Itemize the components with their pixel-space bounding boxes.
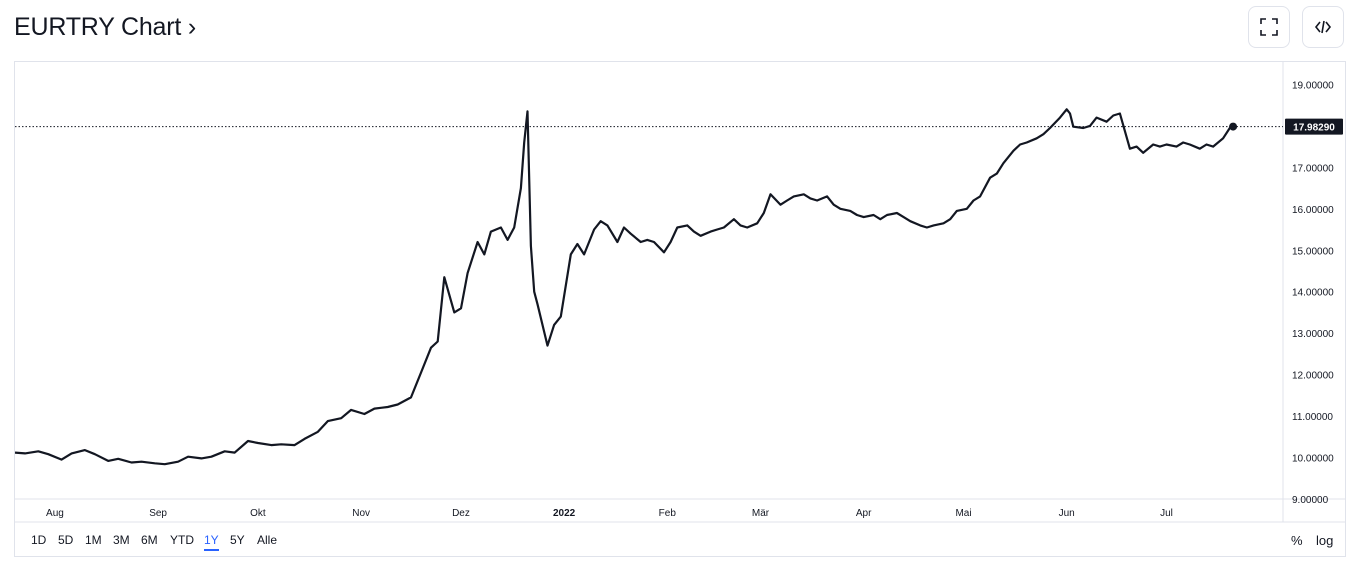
timeframe-3m[interactable]: 3M bbox=[113, 533, 130, 547]
timeframe-1m[interactable]: 1M bbox=[85, 533, 102, 547]
fullscreen-button[interactable] bbox=[1248, 6, 1290, 48]
timeframe-alle[interactable]: Alle bbox=[257, 533, 278, 547]
x-tick-label: Jul bbox=[1160, 508, 1173, 519]
x-tick-label: Sep bbox=[149, 508, 167, 519]
y-tick-label: 14.00000 bbox=[1292, 288, 1334, 299]
y-tick-label: 10.00000 bbox=[1292, 454, 1334, 465]
percent-scale-button[interactable]: % bbox=[1291, 533, 1303, 548]
chart-title-link[interactable]: EURTRY Chart › bbox=[14, 12, 196, 41]
x-tick-label: Aug bbox=[46, 508, 64, 519]
x-tick-label: Okt bbox=[250, 508, 266, 519]
chart-header: EURTRY Chart › bbox=[14, 10, 196, 44]
last-price-dot bbox=[1229, 122, 1238, 131]
timeframe-6m[interactable]: 6M bbox=[141, 533, 158, 547]
x-tick-label: Jun bbox=[1059, 508, 1075, 519]
price-chart[interactable]: 9.00000 10.00000 11.00000 12.00000 13.00000 1… bbox=[15, 62, 1345, 556]
y-tick-label: 17.00000 bbox=[1292, 163, 1334, 174]
y-tick-label: 13.00000 bbox=[1292, 329, 1334, 340]
timeframe-1d[interactable]: 1D bbox=[31, 533, 47, 547]
timeframe-5d[interactable]: 5D bbox=[58, 533, 74, 547]
log-scale-button[interactable]: log bbox=[1316, 533, 1334, 548]
x-tick-label: Feb bbox=[659, 508, 677, 519]
y-tick-label: 15.00000 bbox=[1292, 246, 1334, 257]
y-tick-label: 19.00000 bbox=[1292, 80, 1334, 91]
last-price-tag-label: 17.98290 bbox=[1293, 123, 1335, 134]
y-tick-label: 9.00000 bbox=[1292, 495, 1329, 506]
timeframe-1y[interactable]: 1Y bbox=[204, 533, 219, 551]
y-tick-label: 16.00000 bbox=[1292, 205, 1334, 216]
fullscreen-icon bbox=[1260, 18, 1278, 36]
timeframe-toolbar: % log 1D 5D 1M 3M 6M YTD 1Y 5Y Alle bbox=[15, 522, 1345, 556]
x-tick-label: Dez bbox=[452, 508, 470, 519]
timeframe-ytd[interactable]: YTD bbox=[170, 533, 194, 547]
y-tick-label: 12.00000 bbox=[1292, 371, 1334, 382]
code-embed-icon bbox=[1314, 18, 1332, 36]
embed-button[interactable] bbox=[1302, 6, 1344, 48]
last-price-tag bbox=[1285, 118, 1343, 135]
x-tick-label: 2022 bbox=[553, 508, 576, 519]
x-tick-label: Mai bbox=[955, 508, 971, 519]
x-tick-label: Nov bbox=[352, 508, 370, 519]
chart-panel: 9.00000 10.00000 11.00000 12.00000 13.00000 1… bbox=[14, 61, 1346, 557]
x-tick-label: Apr bbox=[856, 508, 872, 519]
y-tick-label: 11.00000 bbox=[1292, 412, 1333, 423]
timeframe-5y[interactable]: 5Y bbox=[230, 533, 245, 547]
x-tick-label: Mär bbox=[752, 508, 770, 519]
price-series-line[interactable] bbox=[15, 108, 1234, 466]
